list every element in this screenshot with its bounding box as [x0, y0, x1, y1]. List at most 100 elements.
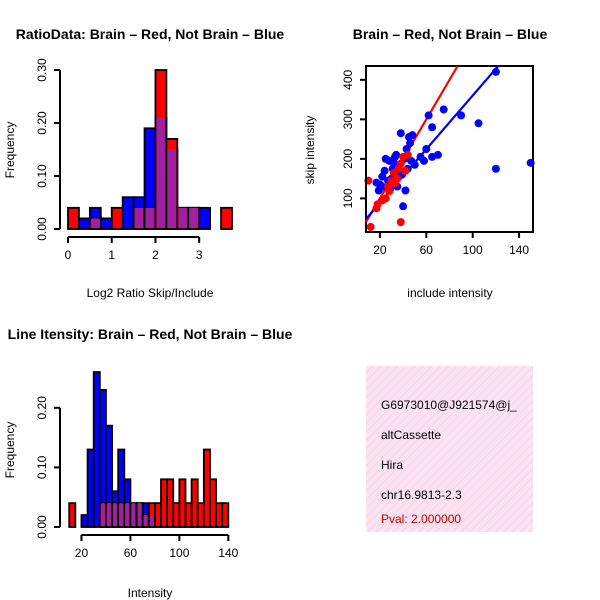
brain-bar [166, 478, 175, 528]
overlap-bar [131, 503, 136, 526]
brain-bar [172, 502, 181, 528]
y-tick-label: 0.00 [35, 217, 49, 241]
intensity-axes: 20 60 100 140 0.00 0.10 0.20 [35, 396, 239, 560]
brain-bar [209, 478, 217, 528]
x-tick-label: 140 [509, 243, 529, 257]
brain-bar [160, 478, 169, 528]
brain-bar [184, 502, 193, 528]
brain-point [401, 166, 410, 175]
x-tick-label: 60 [420, 243, 434, 257]
scatter-title: Brain – Red, Not Brain – Blue [353, 26, 548, 42]
not-brain-point [474, 119, 483, 128]
not-brain-point [424, 111, 433, 120]
scatter-xlabel: include intensity [407, 286, 492, 300]
not-brain-point [406, 139, 415, 148]
scatter-plot-box [365, 65, 534, 233]
not-brain-point [419, 156, 428, 165]
overlap-bar [100, 503, 105, 526]
not-brain-point [401, 186, 410, 195]
brain-bar [67, 206, 80, 230]
not-brain-point [422, 145, 431, 153]
not-brain-bar [121, 196, 135, 230]
overlap-bar [149, 515, 154, 526]
y-tick-label: 300 [341, 109, 355, 129]
not-brain-bar [80, 514, 89, 528]
y-tick-label: 400 [341, 70, 355, 90]
not-brain-point [491, 164, 500, 173]
overlap-bar [106, 503, 112, 526]
x-tick-label: 100 [169, 546, 189, 560]
overlap-bar [90, 218, 100, 228]
brain-point [381, 194, 390, 203]
not-brain-point [408, 131, 417, 140]
not-brain-point [491, 67, 500, 76]
y-tick-label: 0.20 [35, 111, 49, 135]
brain-point [396, 218, 405, 227]
intensity-xlabel: Intensity [128, 586, 173, 600]
brain-point [385, 187, 394, 196]
intensity-bars [68, 371, 230, 528]
not-brain-point [428, 123, 437, 132]
overlap-bar [125, 503, 130, 526]
brain-bar [220, 206, 233, 230]
x-tick-label: 0 [65, 248, 72, 262]
x-tick-label: 140 [218, 546, 238, 560]
scatter-marks [364, 65, 535, 231]
not-brain-point [378, 182, 387, 191]
ratio-xlabel: Log2 Ratio Skip/Include [87, 286, 214, 300]
info-event-id: G6973010@J921574@j_ [381, 398, 517, 412]
overlap-bar [113, 503, 118, 526]
not-brain-point [396, 129, 405, 138]
brain-point [396, 159, 405, 168]
scatter-ylabel: skip intensity [303, 116, 317, 185]
x-tick-label: 2 [152, 248, 159, 262]
x-tick-label: 3 [196, 248, 203, 262]
not-brain-bar [92, 371, 101, 528]
x-tick-label: 100 [463, 243, 483, 257]
brain-bar [196, 502, 205, 528]
brain-point [403, 150, 412, 159]
info-location: chr16.9813-2.3 [381, 488, 462, 502]
y-tick-label: 200 [341, 149, 355, 169]
overlap-bar [156, 117, 166, 228]
intensity-title: Line Itensity: Brain – Red, Not Brain – … [8, 326, 293, 342]
overlap-bar [119, 503, 124, 526]
ratio-bars [67, 69, 233, 230]
y-tick-label: 0.00 [35, 515, 49, 539]
brain-bar [190, 478, 199, 528]
y-tick-label: 0.20 [35, 396, 49, 420]
not-brain-bar [99, 217, 113, 230]
overlap-bar [137, 503, 142, 526]
brain-point [373, 200, 382, 209]
not-brain-bar [198, 206, 212, 230]
ratio-ylabel: Frequency [3, 122, 17, 179]
ratio-title: RatioData: Brain – Red, Not Brain – Blue [16, 26, 285, 42]
brain-point [366, 222, 375, 231]
scatter-axes: 20 60 100 140 100 200 300 400 [341, 70, 529, 257]
not-brain-point [380, 166, 389, 175]
not-brain-bar [78, 217, 91, 230]
overlap-bar [134, 207, 144, 228]
info-hatching [366, 366, 533, 532]
x-tick-label: 1 [108, 248, 115, 262]
not-brain-point [526, 158, 535, 167]
not-brain-point [402, 145, 411, 153]
not-brain-point [392, 150, 401, 159]
x-tick-label: 20 [373, 243, 387, 257]
overlap-bar [167, 149, 177, 228]
brain-bar [68, 502, 77, 528]
info-panel: G6973010@J921574@j_ altCassette Hira chr… [366, 366, 533, 532]
y-tick-label: 0.10 [35, 455, 49, 479]
x-tick-label: 60 [124, 546, 138, 560]
x-tick-label: 20 [75, 546, 89, 560]
not-brain-point [439, 105, 448, 114]
brain-bar [221, 502, 230, 528]
not-brain-point [433, 150, 442, 159]
intensity-ylabel: Frequency [3, 422, 17, 479]
brain-bar [153, 502, 162, 528]
overlap-bar [189, 207, 199, 228]
ratio-axes: 0 1 2 3 0.00 0.10 0.20 0.30 [35, 58, 203, 262]
overlap-bar [143, 515, 148, 526]
not-brain-bar [86, 448, 95, 528]
